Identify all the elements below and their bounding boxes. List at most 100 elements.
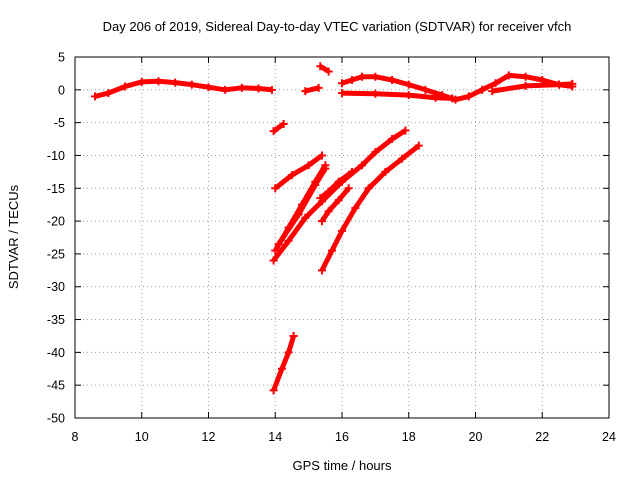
data-point: [324, 187, 333, 196]
data-point: [388, 75, 397, 84]
data-point: [269, 386, 278, 395]
data-point: [421, 85, 430, 94]
series-arc-afternoon: [338, 71, 577, 104]
data-point: [289, 331, 298, 340]
data-point: [121, 82, 130, 91]
data-point: [338, 89, 346, 98]
data-point: [521, 81, 530, 90]
data-point: [171, 78, 180, 87]
data-point: [317, 151, 326, 160]
y-tick-label: -30: [47, 280, 65, 294]
ticks: 8 10 12 14 16 18 20 22 24 5 0 -5 -10 -15 -20 -25 -30 -35 -…: [47, 51, 616, 445]
data-point: [324, 67, 333, 76]
data-point: [271, 246, 280, 255]
data-point: [431, 93, 440, 102]
y-tick-label: -40: [47, 346, 65, 360]
data-point: [348, 167, 357, 176]
data-point: [269, 127, 278, 136]
data-point: [358, 161, 367, 170]
data-point: [338, 226, 346, 235]
data-point: [521, 72, 530, 81]
series-arc-short-14: [269, 119, 288, 136]
series-line: [94, 78, 273, 99]
data-point: [538, 75, 547, 84]
grid: [75, 57, 609, 418]
data-point: [358, 72, 367, 81]
data-point: [284, 348, 293, 357]
x-tick-label: 24: [602, 430, 616, 444]
data-point: [327, 246, 336, 255]
series-line: [318, 169, 354, 201]
y-tick-label: -35: [47, 313, 65, 327]
data-point: [104, 89, 113, 98]
series-line: [271, 335, 296, 392]
data-point: [304, 161, 313, 170]
x-tick-label: 8: [72, 430, 79, 444]
chart-title: Day 206 of 2019, Sidereal Day-to-day VTE…: [103, 19, 572, 34]
data-point: [334, 177, 343, 186]
series-line: [491, 81, 573, 94]
data-point: [91, 92, 100, 101]
data-point: [294, 210, 303, 219]
data-point: [414, 141, 423, 150]
data-point: [324, 207, 333, 216]
data-point: [154, 77, 163, 86]
data-point: [381, 167, 390, 176]
data-point: [187, 80, 196, 89]
data-point: [311, 180, 320, 189]
data-point: [277, 364, 286, 373]
data-point: [464, 92, 473, 101]
data-point: [321, 164, 330, 173]
data-point: [204, 83, 213, 92]
data-point: [488, 87, 497, 96]
data-point: [338, 79, 346, 88]
y-tick-label: -50: [47, 412, 65, 426]
data-point: [348, 75, 357, 84]
data-point: [254, 84, 263, 93]
y-tick-label: -5: [54, 116, 65, 130]
series-line: [272, 121, 286, 134]
data-point: [478, 85, 487, 94]
series-arc-deep-low: [269, 331, 298, 395]
y-axis-label: SDTVAR / TECUs: [6, 184, 21, 289]
series-arc-f: [316, 167, 357, 203]
series-arc-g: [317, 184, 353, 226]
data-point: [404, 91, 413, 100]
data-point: [344, 184, 353, 193]
data-point: [287, 171, 296, 180]
data-point: [274, 240, 283, 249]
data-point: [316, 194, 325, 203]
series-layer: [91, 62, 577, 395]
x-tick-label: 12: [202, 430, 216, 444]
data-point: [269, 256, 278, 265]
data-point: [271, 184, 280, 193]
data-point: [317, 266, 326, 275]
y-tick-label: -10: [47, 149, 65, 163]
series-arc-d: [274, 164, 330, 249]
data-point: [401, 126, 410, 135]
data-point: [137, 77, 146, 86]
data-point: [237, 83, 246, 92]
data-point: [448, 94, 457, 103]
y-tick-label: -45: [47, 379, 65, 393]
data-point: [388, 135, 397, 144]
data-point: [267, 85, 276, 94]
series-arc-morning: [91, 77, 276, 101]
data-point: [301, 213, 310, 222]
series-line: [273, 153, 324, 191]
y-tick-label: 0: [58, 83, 65, 97]
x-axis-label: GPS time / hours: [293, 458, 392, 473]
data-point: [351, 203, 360, 212]
data-point: [568, 79, 577, 88]
y-tick-label: 5: [58, 51, 65, 65]
series-arc-right-21: [488, 79, 577, 96]
y-tick-label: -25: [47, 247, 65, 261]
data-point: [334, 196, 343, 205]
series-arc-a: [271, 151, 326, 193]
x-tick-label: 16: [335, 430, 349, 444]
data-point: [554, 80, 563, 89]
y-tick-label: -20: [47, 215, 65, 229]
data-point: [279, 119, 288, 128]
data-point: [221, 85, 230, 94]
